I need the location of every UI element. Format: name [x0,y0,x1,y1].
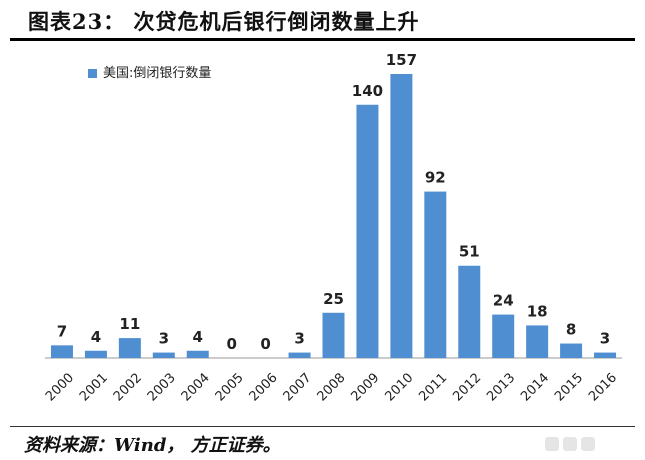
bar-2011 [424,191,447,358]
data-label-2011: 92 [425,169,446,187]
bar-2008 [322,312,345,358]
x-tick-label-2002: 2002 [111,370,145,404]
x-tick-label-2000: 2000 [43,370,77,404]
x-tick-label-2006: 2006 [247,370,281,404]
x-tick-label-2003: 2003 [145,370,179,404]
legend-label: 美国:倒闭银行数量 [103,66,212,81]
data-label-2016: 3 [600,330,610,348]
data-label-2002: 11 [119,315,140,333]
x-tick-label-2010: 2010 [382,370,416,404]
data-label-2007: 3 [294,330,304,348]
bar-2013 [492,314,515,358]
bar-chart: 7 2000 4 2001 11 2002 3 2003 4 2004 0 2005 0 2006 3 200… [43,51,622,404]
data-label-2003: 3 [159,330,169,348]
data-label-2010: 157 [386,51,417,69]
bar-2000 [50,345,73,358]
legend-swatch [88,69,97,78]
x-tick-label-2016: 2016 [586,370,620,404]
bar-2007 [288,352,311,358]
x-tick-label-2009: 2009 [348,370,382,404]
data-label-2012: 51 [459,243,480,261]
x-tick-label-2011: 2011 [416,370,450,404]
bar-2012 [458,265,481,358]
data-label-2015: 8 [566,321,576,339]
x-tick-label-2014: 2014 [518,370,552,404]
bar-2016 [594,352,617,358]
data-label-2001: 4 [91,328,101,346]
data-label-2009: 140 [352,82,383,100]
x-tick-label-2012: 2012 [450,370,484,404]
chart-title: 图表23： 次贷危机后银行倒闭数量上升 [28,9,420,34]
bar-2015 [560,343,583,358]
data-label-2008: 25 [323,290,344,308]
x-tick-label-2007: 2007 [281,370,315,404]
x-tick-label-2013: 2013 [484,370,518,404]
x-tick-label-2004: 2004 [179,370,213,404]
watermark-icon [545,436,625,452]
data-label-2000: 7 [57,322,67,340]
bar-2001 [84,350,107,358]
x-tick-label-2015: 2015 [552,370,586,404]
bar-2003 [152,352,175,358]
x-tick-label-2005: 2005 [213,370,247,404]
data-label-2014: 18 [527,302,548,320]
bar-2009 [356,104,379,359]
data-label-2005: 0 [226,335,236,353]
data-label-2004: 4 [193,328,203,346]
bar-2004 [186,350,209,358]
footer-divider [10,426,635,427]
source-note: 资料来源：Wind， 方正证券。 [24,435,281,456]
bar-2014 [526,325,549,358]
title-divider [10,38,635,41]
x-tick-label-2008: 2008 [315,370,349,404]
data-label-2013: 24 [493,292,514,310]
x-tick-label-2001: 2001 [77,370,111,404]
data-label-2006: 0 [260,335,270,353]
bar-2002 [118,338,141,358]
bar-2010 [390,74,413,358]
chart-legend: 美国:倒闭银行数量 [88,62,211,81]
